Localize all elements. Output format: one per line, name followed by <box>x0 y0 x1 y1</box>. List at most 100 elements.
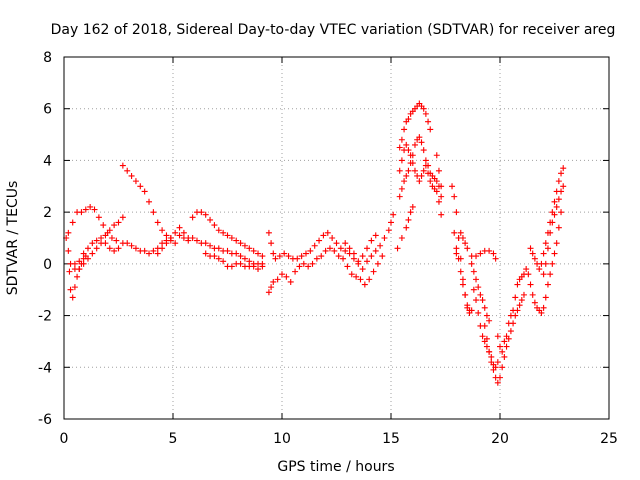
series-segment-12 <box>394 203 416 252</box>
data-point <box>220 229 227 236</box>
data-point <box>348 271 355 278</box>
data-point <box>100 222 107 229</box>
data-point <box>422 157 429 164</box>
data-point <box>255 266 262 273</box>
data-point <box>416 178 423 185</box>
series-segment-11 <box>342 232 379 265</box>
data-point <box>132 178 139 185</box>
data-point <box>250 247 257 254</box>
data-point <box>558 188 565 195</box>
data-point <box>215 227 222 234</box>
series-segment-25 <box>525 209 565 316</box>
data-point <box>276 253 283 260</box>
chart-title: Day 162 of 2018, Sidereal Day-to-day VTE… <box>51 22 616 38</box>
data-point <box>154 219 161 226</box>
y-tick-label: 6 <box>43 102 52 118</box>
data-point <box>494 359 501 366</box>
data-point <box>494 333 501 340</box>
series-segment-2 <box>65 203 120 244</box>
data-point <box>224 247 231 254</box>
data-point <box>499 348 506 355</box>
data-point <box>453 250 460 257</box>
data-point <box>407 160 414 167</box>
data-point <box>265 289 272 296</box>
data-point <box>326 245 333 252</box>
data-point <box>438 183 445 190</box>
data-point <box>542 260 549 267</box>
series-segment-22 <box>470 286 501 371</box>
data-point <box>453 245 460 252</box>
data-point <box>370 268 377 275</box>
data-point <box>329 235 336 241</box>
data-point <box>281 250 288 257</box>
data-point <box>459 276 466 283</box>
y-tick-label: 0 <box>43 257 52 273</box>
data-point <box>76 266 83 273</box>
data-point <box>527 281 534 288</box>
data-point <box>71 284 78 291</box>
data-points <box>63 100 567 386</box>
data-point <box>433 152 440 159</box>
data-point <box>270 278 277 285</box>
data-point <box>551 211 558 218</box>
data-point <box>237 253 244 260</box>
data-point <box>255 250 262 257</box>
data-point <box>91 206 98 213</box>
data-point <box>124 167 131 174</box>
data-point <box>207 216 214 223</box>
data-point <box>309 260 316 267</box>
data-point <box>457 268 464 275</box>
data-point <box>189 214 196 221</box>
data-point <box>366 276 373 283</box>
data-point <box>163 240 170 247</box>
data-point <box>398 185 405 192</box>
data-point <box>202 240 209 247</box>
data-point <box>501 338 508 345</box>
data-point <box>527 245 534 252</box>
data-point <box>418 139 425 146</box>
data-point <box>76 258 83 265</box>
data-point <box>514 281 521 288</box>
data-point <box>207 242 214 249</box>
data-point <box>544 281 551 288</box>
data-point <box>540 271 547 278</box>
data-point <box>279 271 285 278</box>
data-point <box>483 335 490 342</box>
data-point <box>473 276 480 283</box>
y-tick-label: -6 <box>38 412 52 428</box>
data-point <box>154 250 161 257</box>
data-point <box>479 297 486 304</box>
series-segment-19 <box>453 229 471 257</box>
data-point <box>457 229 464 236</box>
data-point <box>486 348 493 355</box>
data-point <box>523 266 530 273</box>
data-point <box>503 333 510 340</box>
data-point <box>78 209 85 216</box>
data-point <box>74 273 81 280</box>
data-point <box>455 255 462 262</box>
data-point <box>172 240 179 247</box>
series-segment-5 <box>119 162 179 247</box>
data-point <box>396 167 403 174</box>
data-point <box>287 278 294 285</box>
data-point <box>167 235 174 241</box>
data-point <box>324 229 331 236</box>
y-tick-label: 2 <box>43 205 52 221</box>
data-point <box>233 237 240 244</box>
data-point <box>518 297 525 304</box>
data-point <box>555 178 562 185</box>
data-point <box>462 240 469 247</box>
data-point <box>93 245 100 252</box>
data-point <box>398 157 405 164</box>
y-tick-label: -4 <box>38 360 52 376</box>
data-point <box>337 245 344 252</box>
data-point <box>536 266 543 273</box>
data-point <box>67 286 74 293</box>
data-point <box>176 232 183 239</box>
data-point <box>409 203 416 210</box>
data-point <box>420 105 427 112</box>
data-point <box>451 229 458 236</box>
data-point <box>464 245 471 252</box>
data-point <box>344 263 351 270</box>
